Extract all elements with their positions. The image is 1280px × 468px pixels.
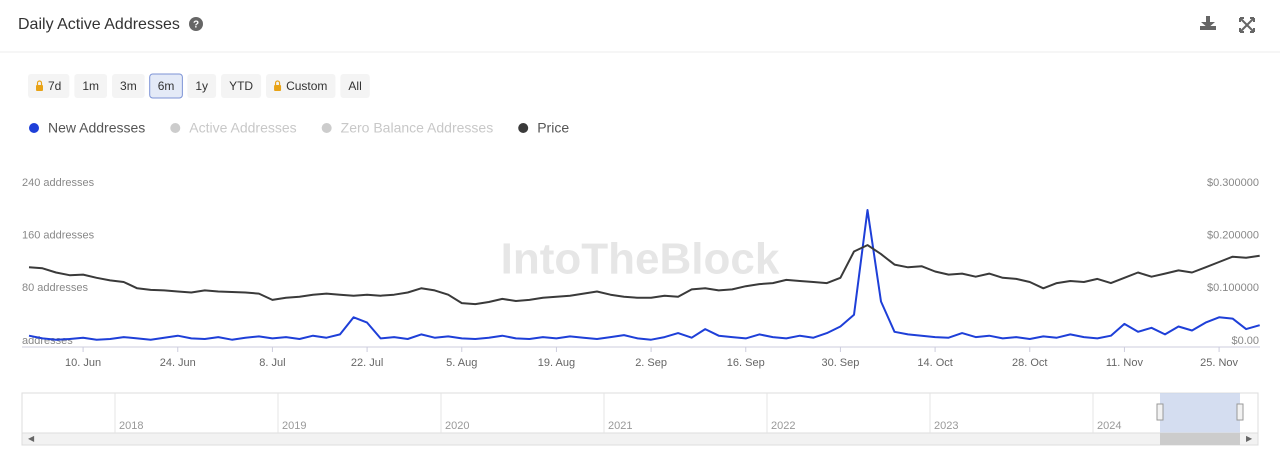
legend-dot (170, 123, 181, 133)
y-tick-label: 160 addresses (22, 230, 95, 242)
button-label: 6m (158, 79, 175, 93)
button-label: 1y (195, 79, 208, 93)
range-button[interactable]: YTD (221, 74, 262, 98)
x-tick-label: 19. Aug (538, 357, 575, 369)
x-tick-label: 28. Oct (1012, 357, 1047, 369)
download-button[interactable] (1200, 16, 1216, 30)
button-bg (149, 73, 183, 99)
legend-item[interactable]: New Addresses (29, 120, 145, 136)
range-button[interactable]: 6m (149, 73, 183, 99)
legend-label: New Addresses (48, 120, 145, 136)
range-button[interactable]: 3m (112, 74, 145, 98)
range-button[interactable]: All (340, 74, 370, 98)
y-tick-label: 80 addresses (22, 282, 89, 294)
range-button[interactable]: Custom (266, 74, 336, 98)
button-bg (340, 74, 370, 98)
lock-icon (274, 85, 282, 91)
button-label: 7d (48, 79, 61, 93)
y2-tick-label: $0.100000 (1207, 282, 1259, 294)
x-tick-label: 25. Nov (1200, 357, 1238, 369)
y-tick-label: addresses (22, 335, 73, 347)
x-tick-label: 24. Jun (160, 357, 196, 369)
button-bg (74, 74, 108, 98)
button-label: YTD (229, 79, 253, 93)
button-label: 3m (120, 79, 137, 93)
navigator-label: 2021 (608, 420, 632, 432)
range-button[interactable]: 7d (28, 74, 70, 98)
button-bg (28, 74, 70, 98)
legend-item[interactable]: Active Addresses (170, 120, 297, 136)
svg-text:?: ? (193, 20, 199, 31)
navigator-label: 2018 (119, 420, 143, 432)
range-button[interactable]: 1m (74, 74, 108, 98)
x-tick-label: 10. Jun (65, 357, 101, 369)
navigator-label: 2019 (282, 420, 306, 432)
x-tick-label: 30. Sep (821, 357, 859, 369)
legend-dot (321, 123, 332, 133)
x-tick-label: 11. Nov (1106, 357, 1144, 369)
button-bg (266, 74, 336, 98)
y2-tick-label: $0.300000 (1207, 177, 1259, 189)
x-tick-label: 5. Aug (446, 357, 477, 369)
legend-label: Price (537, 120, 569, 136)
navigator-label: 2023 (934, 420, 958, 432)
watermark: IntoTheBlock (501, 235, 780, 284)
lock-icon (36, 85, 43, 91)
button-bg (221, 74, 262, 98)
x-tick-label: 2. Sep (635, 357, 667, 369)
series-line (28, 209, 1260, 341)
x-tick-label: 8. Jul (259, 357, 285, 369)
button-bg (112, 74, 145, 98)
svg-text:◀: ◀ (28, 434, 35, 443)
legend-item[interactable]: Zero Balance Addresses (321, 120, 494, 136)
help-icon[interactable]: ? (189, 17, 203, 31)
title: Daily Active Addresses (18, 16, 180, 33)
x-tick-label: 16. Sep (727, 357, 765, 369)
lock-shackle (36, 80, 43, 85)
legend-dot (518, 123, 529, 133)
navigator-label: 2020 (445, 420, 469, 432)
x-tick-label: 22. Jul (351, 357, 383, 369)
button-bg (187, 74, 217, 98)
y-tick-label: 240 addresses (22, 177, 95, 189)
y2-tick-label: $0.00 (1231, 335, 1259, 347)
x-tick-label: 14. Oct (917, 357, 952, 369)
legend-label: Zero Balance Addresses (341, 120, 494, 136)
y2-tick-label: $0.200000 (1207, 230, 1259, 242)
fullscreen-button[interactable] (1239, 17, 1255, 33)
series-line (28, 244, 1260, 306)
button-label: 1m (82, 79, 99, 93)
legend-dot (29, 123, 39, 133)
legend-label: Active Addresses (189, 120, 296, 136)
navigator-label: 2024 (1097, 420, 1121, 432)
button-label: Custom (286, 79, 327, 93)
navigator-label: 2022 (771, 420, 795, 432)
legend-item[interactable]: Price (518, 120, 569, 136)
range-button[interactable]: 1y (187, 74, 217, 98)
navigator[interactable]: ◀ ▶ 2018 2019 2020 2021 2022 2023 2024 (21, 392, 1259, 446)
svg-text:▶: ▶ (1246, 434, 1253, 443)
button-label: All (348, 79, 361, 93)
lock-shackle (274, 80, 281, 85)
